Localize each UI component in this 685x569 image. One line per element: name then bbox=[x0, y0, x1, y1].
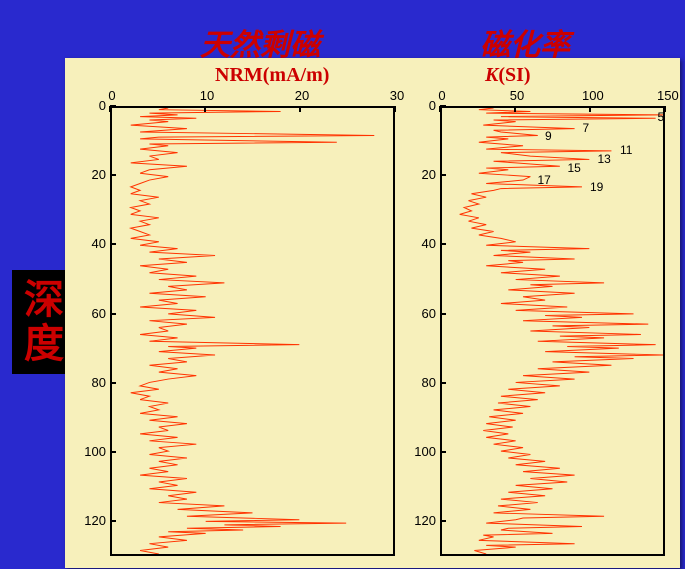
xtick bbox=[514, 106, 516, 112]
ytick-label: 100 bbox=[80, 444, 106, 459]
ytick-label: 0 bbox=[410, 98, 436, 113]
ytick bbox=[440, 243, 446, 245]
xtick-label: 100 bbox=[582, 88, 602, 103]
ytick bbox=[110, 451, 116, 453]
ytick-label: 80 bbox=[80, 375, 106, 390]
ytick bbox=[110, 174, 116, 176]
peak-annotation: 11 bbox=[620, 143, 632, 157]
xtick bbox=[299, 106, 301, 112]
ytick bbox=[110, 382, 116, 384]
ytick-label: 60 bbox=[410, 306, 436, 321]
ytick bbox=[440, 382, 446, 384]
ytick bbox=[440, 520, 446, 522]
xtick bbox=[394, 106, 396, 112]
ytick-label: 60 bbox=[80, 306, 106, 321]
ytick bbox=[440, 313, 446, 315]
ytick bbox=[440, 174, 446, 176]
right-chart bbox=[440, 106, 665, 556]
xtick-label: 10 bbox=[197, 88, 217, 103]
peak-annotation: 17 bbox=[538, 173, 551, 187]
ytick-label: 120 bbox=[410, 513, 436, 528]
ytick bbox=[110, 105, 116, 107]
peak-annotation: 5 bbox=[658, 110, 665, 124]
yaxis-label-depth: 深度 bbox=[12, 270, 68, 374]
left-chart-line bbox=[112, 108, 393, 554]
k-italic: K bbox=[485, 64, 498, 86]
k-suffix: (SI) bbox=[498, 64, 530, 86]
ytick-label: 40 bbox=[80, 236, 106, 251]
ytick bbox=[110, 313, 116, 315]
ytick-label: 20 bbox=[80, 167, 106, 182]
xtick-label: 150 bbox=[657, 88, 677, 103]
peak-annotation: 15 bbox=[568, 161, 581, 175]
xtick bbox=[589, 106, 591, 112]
right-chart-line bbox=[442, 108, 663, 554]
ytick bbox=[440, 451, 446, 453]
left-chart bbox=[110, 106, 395, 556]
peak-annotation: 9 bbox=[545, 129, 552, 143]
left-chart-subtitle: NRM(mA/m) bbox=[215, 64, 329, 87]
peak-annotation: 13 bbox=[598, 152, 611, 166]
ytick-label: 80 bbox=[410, 375, 436, 390]
peak-annotation: 7 bbox=[583, 121, 590, 135]
ytick bbox=[440, 105, 446, 107]
right-chart-subtitle: K(SI) bbox=[485, 64, 531, 87]
ytick bbox=[110, 243, 116, 245]
ytick bbox=[110, 520, 116, 522]
xtick bbox=[664, 106, 666, 112]
ytick-label: 40 bbox=[410, 236, 436, 251]
xtick bbox=[204, 106, 206, 112]
peak-annotation: 19 bbox=[590, 180, 603, 194]
xtick-label: 20 bbox=[292, 88, 312, 103]
plot-background: NRM(mA/m) K(SI) 010203002040608010012005… bbox=[65, 58, 680, 568]
xtick-label: 50 bbox=[507, 88, 527, 103]
ytick-label: 20 bbox=[410, 167, 436, 182]
ytick-label: 0 bbox=[80, 98, 106, 113]
ytick-label: 100 bbox=[410, 444, 436, 459]
ytick-label: 120 bbox=[80, 513, 106, 528]
xtick-label: 30 bbox=[387, 88, 407, 103]
